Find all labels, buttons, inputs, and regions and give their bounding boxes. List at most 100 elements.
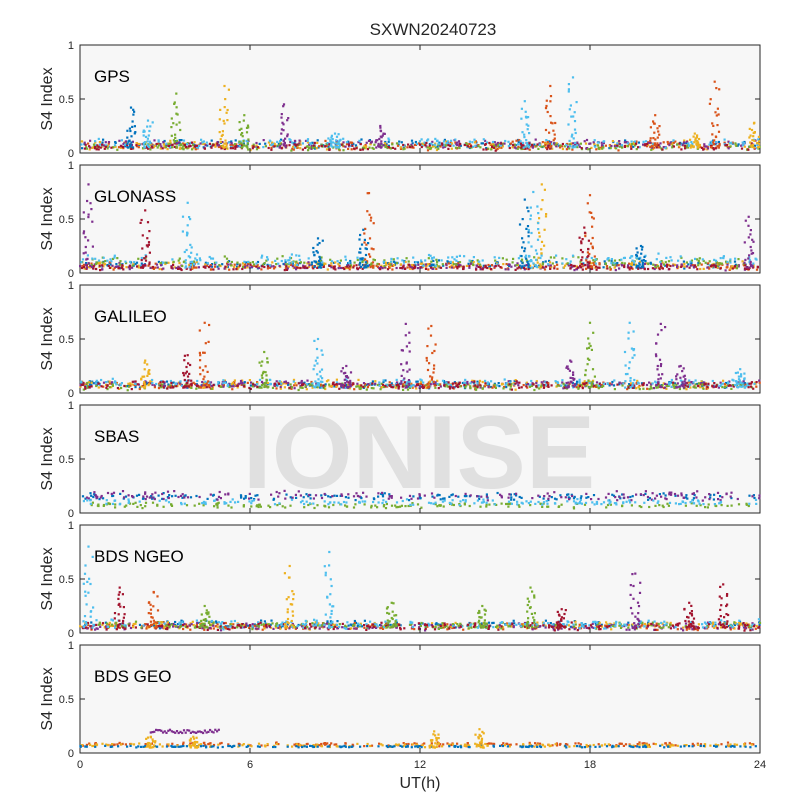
data-point [523, 198, 526, 201]
data-point [268, 139, 271, 142]
data-point [586, 251, 589, 254]
data-point [269, 378, 272, 382]
data-point [473, 138, 476, 141]
data-point [350, 148, 353, 151]
data-point [600, 141, 603, 144]
data-point [144, 256, 147, 260]
data-point [179, 494, 183, 497]
data-point [547, 497, 550, 500]
data-point [529, 214, 532, 217]
data-point [307, 257, 310, 260]
data-point [200, 138, 203, 141]
data-point [572, 384, 575, 387]
data-point [664, 494, 667, 497]
data-point [713, 139, 716, 142]
data-point [369, 266, 372, 269]
data-point [261, 254, 264, 257]
data-point [280, 382, 283, 385]
data-point [172, 139, 175, 142]
data-point [375, 146, 378, 149]
data-point [414, 264, 417, 267]
data-point [388, 495, 391, 498]
data-point [685, 494, 688, 497]
data-point [316, 237, 320, 240]
data-point [581, 238, 584, 241]
data-point [629, 384, 632, 387]
data-point [280, 384, 283, 387]
data-point [453, 258, 456, 261]
data-point [449, 383, 452, 387]
axes-box [79, 284, 761, 394]
data-point [173, 101, 176, 104]
data-point [401, 259, 404, 262]
data-point [597, 384, 601, 387]
data-point [183, 385, 186, 388]
data-point [100, 385, 103, 388]
data-point [345, 267, 348, 270]
data-point [92, 265, 95, 268]
data-point [340, 370, 343, 373]
data-point [520, 260, 523, 263]
data-point [162, 380, 165, 383]
data-point [305, 145, 308, 149]
data-point [372, 248, 375, 251]
data-point [521, 262, 524, 265]
data-point [713, 493, 716, 496]
data-point [146, 374, 149, 377]
data-point [366, 386, 369, 389]
data-point [398, 385, 401, 388]
data-point [202, 351, 205, 354]
data-point [195, 494, 198, 498]
data-point [631, 385, 634, 388]
data-point [711, 385, 714, 388]
data-point [516, 147, 519, 150]
data-point [112, 146, 115, 149]
data-point [419, 378, 422, 381]
data-point [258, 361, 261, 364]
data-point [359, 387, 362, 391]
data-point [320, 256, 323, 259]
data-point [452, 263, 455, 266]
data-point [533, 143, 536, 146]
data-point [547, 381, 550, 385]
data-point [255, 144, 258, 147]
data-point [284, 380, 287, 383]
data-point [587, 379, 590, 382]
data-point [602, 141, 605, 145]
data-point [677, 265, 680, 269]
data-point [364, 247, 367, 250]
data-point [247, 263, 250, 266]
data-point [114, 145, 117, 148]
data-point [633, 263, 636, 266]
data-point [87, 183, 90, 186]
data-point [206, 497, 209, 500]
data-point [691, 142, 694, 145]
data-point [524, 267, 528, 270]
data-point [631, 261, 634, 264]
data-point [655, 494, 658, 497]
data-point [747, 236, 750, 239]
data-point [162, 141, 165, 144]
data-point [216, 141, 219, 144]
data-point [641, 264, 644, 267]
data-point [226, 260, 229, 263]
data-point [344, 255, 347, 258]
data-point [726, 504, 729, 507]
data-point [654, 114, 657, 117]
data-point [530, 384, 534, 387]
data-point [708, 264, 711, 267]
data-point [391, 143, 394, 146]
data-point [610, 144, 613, 148]
data-point [365, 388, 368, 391]
data-point [588, 358, 591, 361]
data-point [517, 143, 520, 146]
data-point [718, 88, 721, 91]
data-point [237, 141, 241, 144]
data-point [629, 256, 632, 259]
data-point [758, 497, 761, 500]
data-point [221, 130, 224, 133]
data-point [255, 262, 258, 265]
data-point [226, 108, 229, 112]
data-point [631, 386, 634, 389]
